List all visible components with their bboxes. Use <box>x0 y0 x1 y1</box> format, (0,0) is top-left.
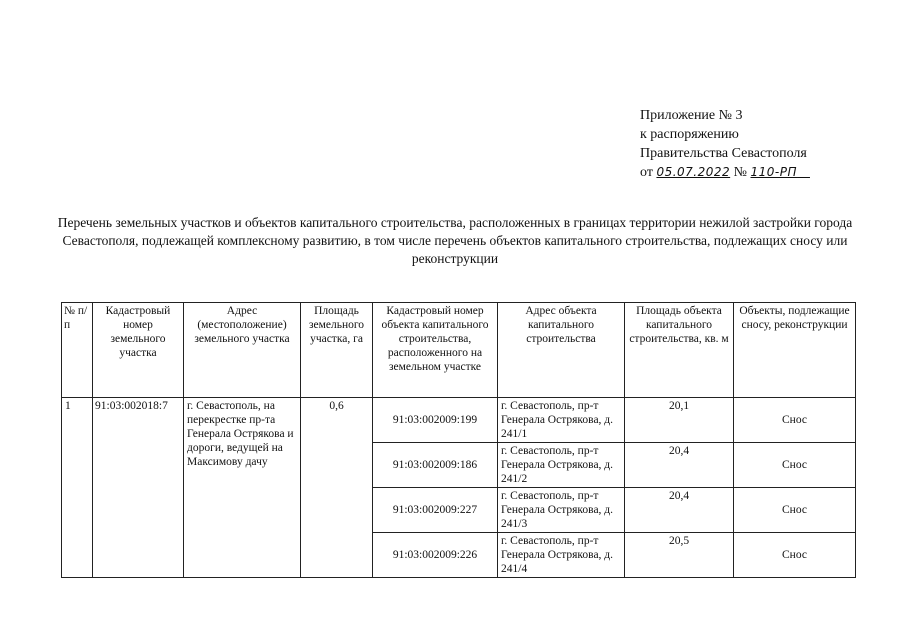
appendix-line: к распоряжению <box>640 127 739 142</box>
number-prefix: № <box>733 165 748 180</box>
appendix-date-line: от 05.07.2022 № 110-РП <box>640 163 810 182</box>
parcel-address: г. Севастополь, на перекрестке пр-та Ген… <box>183 397 301 578</box>
object-address: г. Севастополь, пр-т Генерала Острякова,… <box>497 397 625 443</box>
table-row: 91:03:002009:227 г. Севастополь, пр-т Ге… <box>62 487 856 533</box>
column-header: Адрес (местоположение) земельного участк… <box>183 302 301 398</box>
object-cadastral: 91:03:002009:226 <box>372 532 498 578</box>
column-header: Кадастровый номер земельного участка <box>92 302 184 398</box>
row-number: 1 <box>61 397 93 578</box>
appendix-number: Приложение № 3 <box>640 108 743 123</box>
object-cadastral: 91:03:002009:199 <box>372 397 498 443</box>
table-row: 91:03:002009:226 г. Севастополь, пр-т Ге… <box>62 532 856 578</box>
object-address: г. Севастополь, пр-т Генерала Острякова,… <box>497 532 625 578</box>
column-header: Площадь объекта капитального строительст… <box>624 302 734 398</box>
parcel-area: 0,6 <box>300 397 373 578</box>
object-address: г. Севастополь, пр-т Генерала Острякова,… <box>497 487 625 533</box>
object-area: 20,4 <box>624 442 734 488</box>
object-area: 20,4 <box>624 487 734 533</box>
table-row: 91:03:002009:186 г. Севастополь, пр-т Ге… <box>62 442 856 488</box>
order-number: 110-РП <box>750 165 798 179</box>
document-title: Перечень земельных участков и объектов к… <box>57 215 853 266</box>
column-header: Адрес объекта капитального строительства <box>497 302 625 398</box>
object-action: Снос <box>733 397 856 443</box>
column-header: № п/п <box>61 302 93 398</box>
column-header: Объекты, подлежащие сносу, реконструкции <box>733 302 856 398</box>
object-cadastral: 91:03:002009:186 <box>372 442 498 488</box>
object-address: г. Севастополь, пр-т Генерала Острякова,… <box>497 442 625 488</box>
table-header-row: № п/п Кадастровый номер земельного участ… <box>61 302 856 398</box>
object-cadastral: 91:03:002009:227 <box>372 487 498 533</box>
column-header: Площадь земельного участка, га <box>300 302 373 398</box>
appendix-header: Приложение № 3 к распоряжению Правительс… <box>640 106 810 182</box>
object-action: Снос <box>733 532 856 578</box>
object-action: Снос <box>733 487 856 533</box>
object-area: 20,1 <box>624 397 734 443</box>
parcels-table: № п/п Кадастровый номер земельного участ… <box>61 302 856 578</box>
column-header: Кадастровый номер объекта капитального с… <box>372 302 498 398</box>
object-action: Снос <box>733 442 856 488</box>
parcel-cadastral: 91:03:002018:7 <box>92 397 184 578</box>
object-area: 20,5 <box>624 532 734 578</box>
table-row: 1 91:03:002018:7 г. Севастополь, на пере… <box>61 397 856 578</box>
order-date: 05.07.2022 <box>656 165 731 179</box>
date-prefix: от <box>640 165 653 180</box>
appendix-line: Правительства Севастополя <box>640 146 807 161</box>
